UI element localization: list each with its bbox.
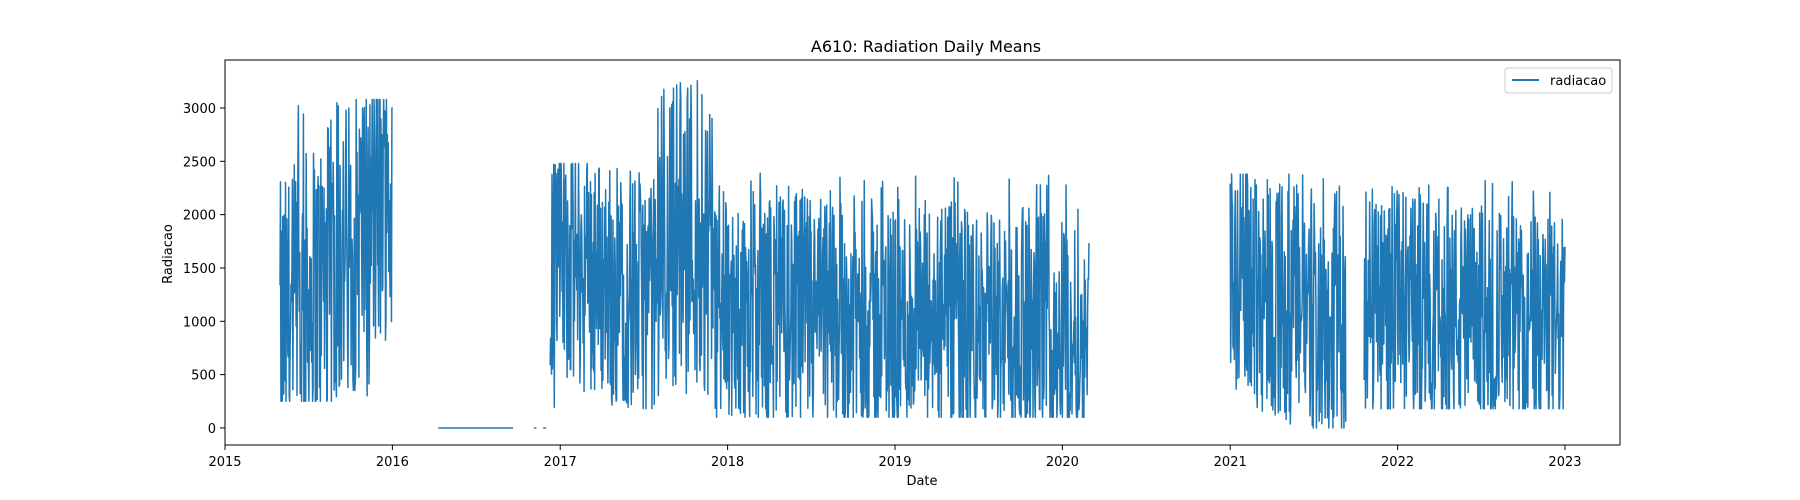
x-tick-label: 2018 <box>711 455 744 470</box>
y-tick-label: 2500 <box>183 155 216 170</box>
y-axis-label: Radiacao <box>161 224 176 284</box>
x-tick-label: 2015 <box>208 455 241 470</box>
x-tick-label: 2016 <box>376 455 409 470</box>
series-layer <box>279 80 1566 429</box>
legend-label-radiacao: radiacao <box>1550 74 1606 89</box>
y-tick-label: 1500 <box>183 262 216 277</box>
x-tick-label: 2017 <box>544 455 577 470</box>
legend-box <box>1504 67 1613 94</box>
x-tick-label: 2019 <box>878 455 911 470</box>
series-line-radiacao <box>656 80 714 397</box>
y-tick-label: 500 <box>191 369 216 384</box>
x-tick-label: 2020 <box>1046 455 1079 470</box>
legend: radiacao <box>1504 67 1613 94</box>
series-line-radiacao <box>1363 179 1566 410</box>
x-tick-label: 2023 <box>1548 455 1581 470</box>
y-tick-label: 2000 <box>183 209 216 224</box>
series-line-radiacao <box>279 98 393 403</box>
plot-frame <box>224 59 1621 446</box>
x-axis: 2015 2016 2017 2018 2019 2020 2021 2022 2023 <box>208 445 1582 470</box>
y-tick-label: 3000 <box>183 102 216 117</box>
y-tick-label: 0 <box>208 422 216 437</box>
x-tick-label: 2022 <box>1381 455 1414 470</box>
series-line-radiacao <box>712 172 1090 419</box>
chart-title: A610: Radiation Daily Means <box>811 37 1041 56</box>
series-line-radiacao <box>549 162 658 410</box>
series-line-radiacao <box>1229 173 1347 429</box>
x-tick-label: 2021 <box>1214 455 1247 470</box>
y-axis: 0 500 1000 1500 2000 2500 3000 <box>183 102 225 437</box>
x-axis-label: Date <box>906 474 937 489</box>
y-tick-label: 1000 <box>183 315 216 330</box>
